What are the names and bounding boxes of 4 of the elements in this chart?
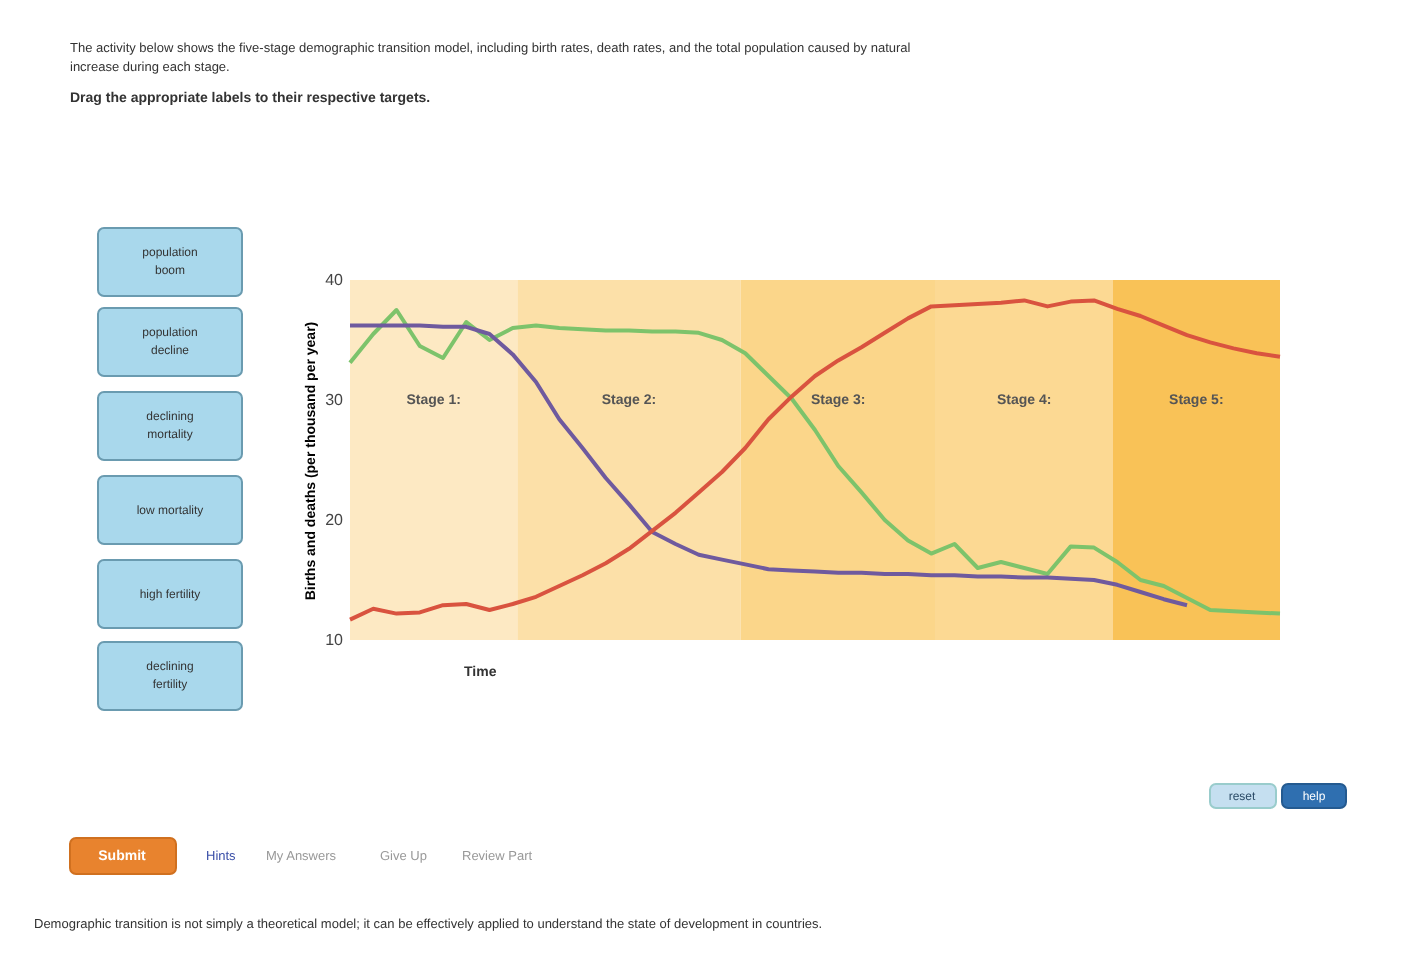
y-tick-label: 20 (325, 511, 345, 529)
y-tick-label: 10 (325, 631, 345, 649)
y-tick-label: 30 (325, 391, 345, 409)
y-tick-label: 40 (325, 271, 345, 289)
